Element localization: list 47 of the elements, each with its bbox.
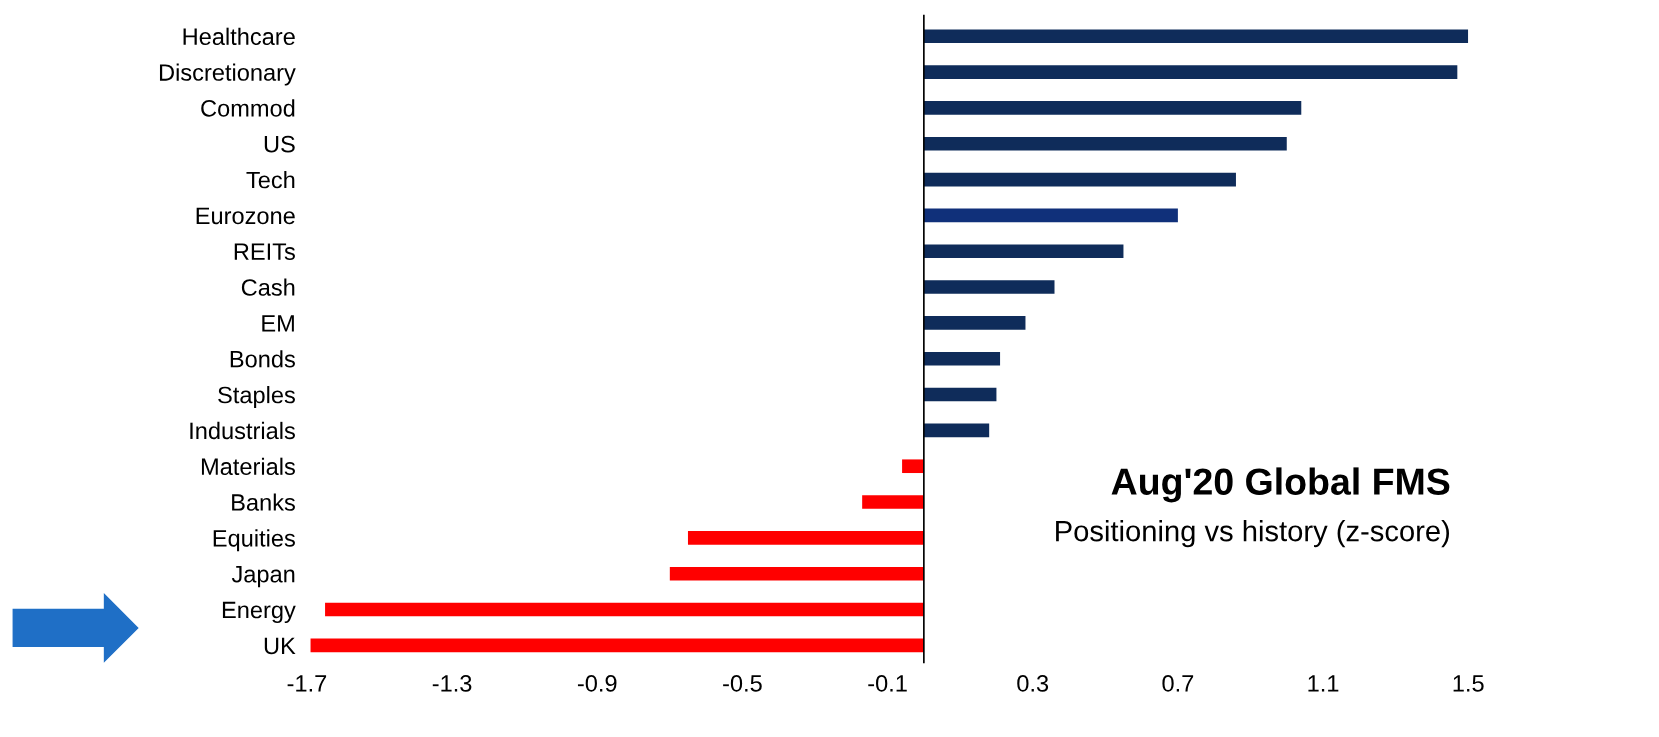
text: Positioning vs history (z-score) — [1056, 519, 1450, 548]
x-tick-label: 0.3 — [1017, 675, 1049, 692]
bar — [923, 280, 1055, 294]
y-tick-label: Materials — [201, 457, 295, 476]
y-tick-label: Energy — [222, 601, 296, 624]
x-tick-label: -0.1 — [868, 675, 907, 692]
bar — [923, 316, 1026, 330]
y-tick-label: EM — [262, 315, 294, 332]
y-tick-label: Japan — [231, 566, 295, 588]
y-tick-label: UK — [264, 637, 296, 655]
y-tick-label: Bonds — [230, 350, 295, 368]
y-tick-label: Healthcare — [183, 27, 295, 46]
x-tick-label: 0.7 — [1162, 675, 1194, 692]
bar — [923, 101, 1302, 115]
y-tick-label: REITs — [234, 243, 295, 261]
bar — [923, 136, 1287, 151]
bar — [669, 566, 924, 581]
bar — [325, 602, 924, 617]
y-tick-label: Industrials — [190, 421, 295, 440]
bar — [923, 244, 1124, 259]
bar — [902, 459, 924, 474]
bar — [923, 208, 1178, 223]
y-tick-label: Tech — [246, 171, 295, 189]
bar — [923, 29, 1469, 44]
y-tick-label: Equities — [213, 529, 295, 552]
x-tick-label: 1.1 — [1308, 675, 1339, 692]
bar — [923, 387, 997, 402]
y-tick-label: Cash — [241, 278, 295, 296]
y-tick-label: Discretionary — [159, 63, 296, 86]
bar — [310, 638, 924, 653]
bar — [923, 423, 990, 438]
y-tick-label: Staples — [218, 386, 295, 409]
y-tick-label: US — [264, 135, 295, 153]
x-tick-label: -0.5 — [723, 675, 762, 692]
text: Aug'20 Global FMS — [1111, 467, 1450, 503]
y-tick-label: Commod — [201, 99, 295, 117]
bar — [862, 495, 924, 509]
bar — [923, 351, 1001, 366]
x-tick-label: 1.5 — [1453, 675, 1484, 692]
bar — [687, 531, 924, 545]
y-tick-label: Banks — [232, 493, 295, 511]
bar — [923, 65, 1458, 79]
x-tick-label: -1.7 — [287, 675, 327, 692]
x-tick-label: -1.3 — [432, 675, 472, 692]
x-tick-label: -0.9 — [577, 675, 617, 692]
bar — [923, 172, 1236, 187]
y-tick-label: Eurozone — [196, 207, 295, 225]
